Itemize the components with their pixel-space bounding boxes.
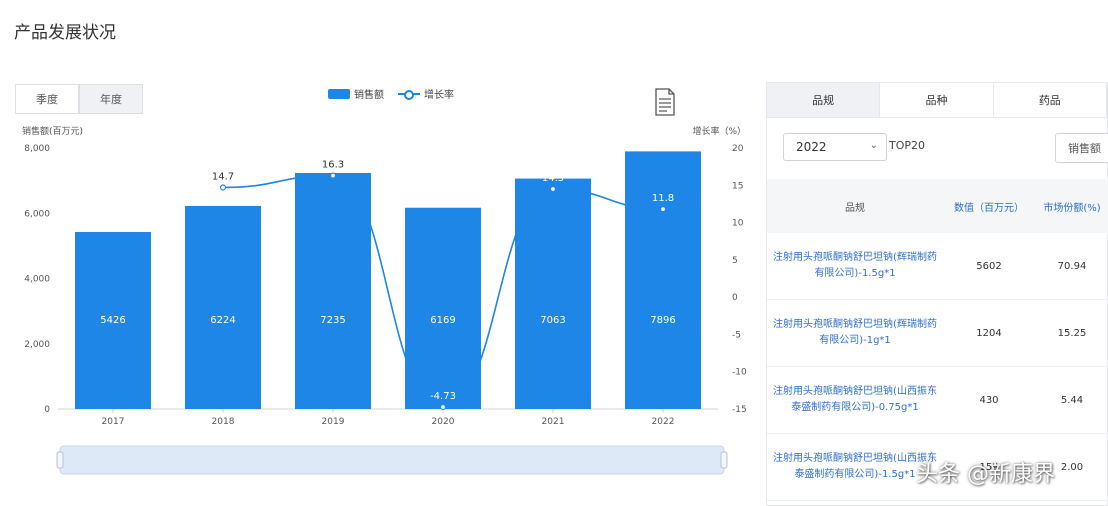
bar: [295, 172, 371, 409]
y-tick-right: -10: [732, 368, 747, 378]
y-tick-right: 0: [732, 293, 738, 303]
y-tick-right: 10: [732, 219, 744, 229]
row-share: 5.44: [1060, 394, 1084, 406]
growth-point: [439, 403, 447, 411]
chart-legend: 销售额 增长率: [328, 86, 460, 101]
growth-value-label: 14.5: [542, 173, 564, 184]
top-label: TOP20: [889, 139, 926, 152]
growth-point: [659, 206, 667, 213]
y-axis-right-title: 增长率（%）: [692, 125, 746, 137]
tab-year[interactable]: 年度: [79, 84, 143, 114]
sort-select[interactable]: 销售额: [1055, 133, 1108, 163]
bar: [405, 207, 481, 409]
y-tick-right: 5: [732, 256, 738, 266]
ranking-panel: 品规 品种 药品 2022 ⌄ TOP20 销售额 品规 数值（百万元） 市场份…: [766, 82, 1108, 506]
x-tick-label: 2020: [432, 417, 455, 427]
row-share: 15.25: [1057, 327, 1087, 339]
row-value: 5602: [976, 260, 1002, 272]
tab-spec[interactable]: 品规: [767, 83, 881, 117]
growth-value-label: 16.3: [322, 160, 344, 171]
bar: [185, 205, 261, 409]
zoom-handle-left[interactable]: [56, 451, 64, 469]
bar: [75, 231, 151, 409]
y-tick-left: 4,000: [24, 275, 50, 285]
y-tick-left: 2,000: [24, 340, 50, 350]
tab-quarter[interactable]: 季度: [15, 84, 79, 114]
bar: [515, 178, 591, 409]
y-tick-left: 0: [44, 405, 50, 415]
row-product-link[interactable]: 注射用头孢哌酮钠舒巴坦钠(辉瑞制药有限公司)-1.5g*1: [773, 252, 937, 279]
chevron-down-icon: ⌄: [869, 140, 878, 151]
row-value: 1204: [976, 327, 1002, 339]
bar: [625, 151, 701, 409]
growth-value-label: 11.8: [652, 193, 674, 204]
legend-bar-swatch: [328, 88, 350, 99]
growth-point: [219, 184, 227, 191]
table-row: 注射用头孢哌酮钠舒巴坦钠(山西振东泰盛制药有限公司)-0.75g*1 430 5…: [767, 367, 1108, 434]
bar-value-label: 6169: [430, 315, 455, 326]
zoom-slider-track[interactable]: [59, 445, 725, 475]
legend-label-growth: 增长率: [424, 90, 454, 101]
row-value: 430: [979, 394, 999, 406]
y-axis-left-title: 销售额(百万元): [22, 125, 83, 137]
sales-growth-chart: 销售额(百万元) 增长率（%） 0 2,000 4,000 6,000 8,000 20 15 1…: [22, 125, 747, 475]
column-header-share[interactable]: 市场份额(%): [1043, 202, 1101, 214]
legend-item-sales[interactable]: 销售额: [328, 86, 384, 101]
bar-value-label: 5426: [100, 315, 125, 326]
tab-drug[interactable]: 药品: [994, 83, 1107, 117]
bar-value-label: 7896: [650, 315, 675, 326]
row-share: 70.94: [1057, 260, 1087, 272]
tab-variety[interactable]: 品种: [880, 83, 994, 117]
year-select-value: 2022: [796, 140, 827, 154]
page-title: 产品发展状况: [14, 23, 116, 43]
watermark: 头条 @新康界: [916, 462, 1055, 487]
legend-line-swatch: [398, 89, 420, 100]
legend-item-growth[interactable]: 增长率: [398, 86, 454, 101]
x-tick-label: 2017: [102, 417, 125, 427]
bar-value-label: 7235: [320, 315, 345, 326]
table-row: 注射用头孢哌酮钠舒巴坦钠(辉瑞制药有限公司)-1.5g*1 5602 70.94: [767, 233, 1108, 300]
row-product-link[interactable]: 注射用头孢哌酮钠舒巴坦钠(辉瑞制药有限公司)-1g*1: [773, 319, 937, 346]
table-row: 注射用头孢哌酮钠舒巴坦钠(辉瑞制药有限公司)-1g*1 1204 15.25: [767, 300, 1108, 367]
document-icon[interactable]: [654, 88, 676, 120]
table-row: 注射用头孢哌酮钠舒巴坦钠(山西振东泰盛制药有限公司)-1.5g*1 159 2.…: [767, 434, 1108, 501]
ranking-tabs: 品规 品种 药品: [767, 83, 1107, 118]
column-header-spec[interactable]: 品规: [845, 202, 865, 214]
x-tick-label: 2022: [652, 417, 675, 427]
table-header: 品规 数值（百万元） 市场份额(%): [767, 179, 1108, 233]
y-tick-right: -5: [732, 330, 741, 340]
zoom-handle-right[interactable]: [720, 451, 728, 469]
y-tick-left: 6,000: [24, 209, 50, 219]
y-tick-right: 15: [732, 181, 743, 191]
x-tick-label: 2019: [322, 417, 345, 427]
period-tabs: 季度 年度: [15, 84, 143, 114]
row-product-link[interactable]: 注射用头孢哌酮钠舒巴坦钠(山西振东泰盛制药有限公司)-1.5g*1: [773, 453, 937, 480]
growth-value-label: 14.7: [212, 172, 234, 183]
row-share: 2.00: [1060, 461, 1084, 473]
column-header-value[interactable]: 数值（百万元）: [954, 202, 1024, 214]
legend-label-sales: 销售额: [354, 90, 384, 101]
bar-value-label: 6224: [210, 315, 235, 326]
growth-point: [329, 172, 337, 179]
x-tick-label: 2021: [542, 417, 565, 427]
growth-point: [549, 185, 557, 193]
growth-value-label: -4.73: [430, 391, 456, 402]
table-body: 注射用头孢哌酮钠舒巴坦钠(辉瑞制药有限公司)-1.5g*1 5602 70.94…: [767, 233, 1108, 501]
row-value: 159: [979, 461, 999, 473]
year-select[interactable]: 2022 ⌄: [783, 133, 887, 161]
y-tick-left: 8,000: [24, 144, 50, 154]
bar-value-label: 7063: [540, 315, 565, 326]
row-product-link[interactable]: 注射用头孢哌酮钠舒巴坦钠(山西振东泰盛制药有限公司)-0.75g*1: [773, 386, 937, 413]
y-tick-right: -15: [732, 405, 747, 415]
x-tick-label: 2018: [212, 417, 235, 427]
y-tick-right: 20: [732, 144, 744, 154]
